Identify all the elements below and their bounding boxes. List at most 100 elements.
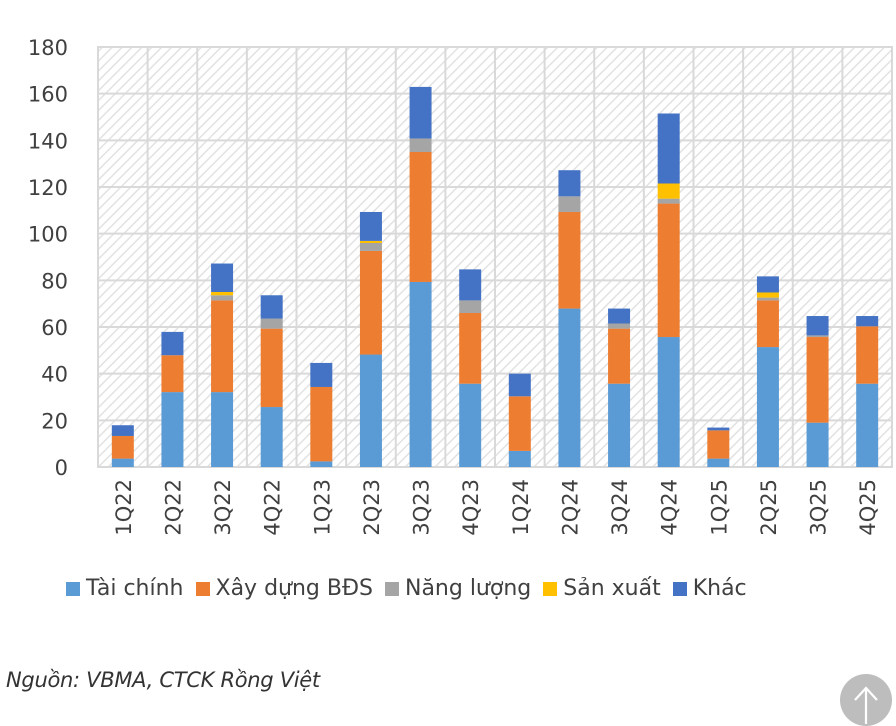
x-tick-label: 4Q22	[261, 479, 285, 536]
x-tick-label: 4Q24	[658, 479, 682, 536]
legend-swatch	[543, 581, 558, 596]
y-tick-label: 120	[28, 176, 68, 200]
bar-segment-4Q22-4	[260, 295, 283, 319]
bar-segment-2Q25-4	[756, 276, 779, 293]
bar-segment-2Q24-0	[558, 308, 581, 467]
bar-segment-4Q23-4	[459, 269, 482, 301]
y-tick-label: 80	[41, 269, 68, 293]
legend-swatch	[195, 581, 210, 596]
bar-segment-2Q24-2	[558, 196, 581, 212]
bar-segment-3Q22-3	[211, 292, 234, 296]
x-tick-label: 3Q22	[211, 479, 235, 536]
y-axis-ticks: 0 20 40 60 80 100 120 140 160 180	[28, 36, 68, 480]
bar-segment-4Q25-1	[856, 326, 879, 384]
bar-segment-2Q23-0	[359, 354, 382, 467]
bar-segment-3Q22-0	[211, 392, 234, 467]
arrow-up-icon	[854, 686, 878, 724]
bar-segment-3Q22-2	[211, 295, 234, 301]
bar-segment-3Q25-1	[806, 337, 829, 423]
bar-segment-1Q24-1	[508, 396, 531, 451]
bar-segment-4Q25-0	[856, 383, 879, 467]
bar-segment-2Q24-4	[558, 170, 581, 197]
legend-swatch	[66, 581, 80, 596]
bar-segment-3Q25-4	[806, 316, 829, 336]
bar-segment-4Q23-0	[459, 383, 482, 467]
bar-segment-4Q24-0	[657, 337, 680, 467]
bar-segment-4Q23-1	[459, 313, 482, 384]
bar-segment-3Q24-1	[608, 328, 631, 384]
bar-segment-3Q22-4	[211, 263, 234, 292]
bar-segment-1Q25-0	[707, 458, 730, 467]
bar-segment-3Q23-0	[409, 281, 432, 467]
x-tick-label: 1Q24	[509, 479, 533, 536]
bar-segment-2Q23-1	[359, 250, 382, 355]
bar-segment-4Q22-0	[260, 407, 283, 467]
bar-segment-2Q22-4	[161, 331, 184, 356]
scroll-to-top-button[interactable]	[840, 674, 892, 726]
y-tick-label: 20	[41, 409, 68, 433]
x-tick-label: 3Q23	[410, 479, 434, 536]
x-tick-label: 4Q25	[856, 479, 880, 536]
bar-segment-4Q24-3	[657, 183, 680, 199]
bar-segment-3Q25-0	[806, 422, 829, 467]
bar-segment-3Q24-0	[608, 383, 631, 467]
x-axis-ticks: 1Q22 2Q22 3Q22 4Q22 1Q23 2Q23 3Q23 4Q23 1Q24 2Q24…	[112, 479, 880, 536]
bar-segment-1Q24-4	[508, 373, 531, 397]
legend-label: Sản xuất	[563, 576, 661, 601]
bar-segment-4Q24-2	[657, 198, 680, 204]
legend-item: Xây dựng BĐS	[195, 576, 373, 601]
bar-segment-4Q22-1	[260, 328, 283, 408]
bar-segment-1Q22-4	[111, 425, 134, 436]
legend-swatch	[672, 581, 687, 596]
y-tick-label: 160	[28, 83, 68, 107]
bar-segment-2Q22-0	[161, 392, 184, 467]
bar-segment-3Q23-2	[409, 138, 432, 152]
x-tick-label: 2Q25	[757, 479, 781, 536]
bar-segment-3Q23-4	[409, 86, 432, 139]
x-tick-label: 2Q24	[558, 479, 582, 536]
bar-segment-1Q22-1	[111, 435, 134, 459]
x-tick-label: 3Q24	[608, 479, 632, 536]
bar-segment-1Q23-1	[310, 386, 333, 462]
legend-item: Năng lượng	[384, 576, 531, 601]
legend-swatch	[384, 581, 399, 596]
bar-segment-4Q23-2	[459, 300, 482, 313]
bar-segment-2Q23-2	[359, 243, 382, 251]
source-note: Nguồn: VBMA, CTCK Rồng Việt	[6, 668, 320, 692]
x-tick-label: 1Q22	[112, 479, 136, 536]
y-tick-label: 40	[41, 363, 68, 387]
stacked-bar-chart: 0 20 40 60 80 100 120 140 160 180 1Q22 2Q22 3Q22 4Q2…	[28, 36, 893, 536]
y-tick-label: 140	[28, 129, 68, 153]
bar-segment-4Q24-1	[657, 203, 680, 338]
legend-item: Khác	[672, 576, 747, 601]
bar-segment-4Q22-2	[260, 318, 283, 329]
bar-segment-4Q24-4	[657, 113, 680, 184]
bar-segment-1Q24-0	[508, 450, 531, 467]
y-tick-label: 180	[28, 36, 68, 60]
x-tick-label: 1Q23	[310, 479, 334, 536]
bar-segment-2Q25-3	[756, 292, 779, 298]
bars	[111, 86, 879, 467]
bar-segment-2Q22-1	[161, 355, 184, 393]
bar-segment-3Q24-4	[608, 308, 631, 324]
bar-segment-1Q25-1	[707, 430, 730, 459]
legend-label: Xây dựng BĐS	[215, 576, 373, 601]
bar-segment-2Q25-2	[756, 297, 779, 301]
x-tick-label: 4Q23	[459, 479, 483, 536]
x-tick-label: 1Q25	[707, 479, 731, 536]
bar-segment-1Q22-0	[111, 458, 134, 467]
x-tick-label: 2Q22	[161, 479, 185, 536]
bar-segment-1Q23-0	[310, 461, 333, 467]
legend-label: Tài chính	[86, 576, 184, 601]
bar-segment-2Q23-4	[359, 211, 382, 241]
bar-segment-4Q25-4	[856, 316, 879, 327]
y-tick-label: 0	[55, 456, 68, 480]
x-tick-label: 3Q25	[807, 479, 831, 536]
bar-segment-3Q25-2	[806, 335, 829, 338]
bar-segment-1Q25-4	[707, 427, 730, 431]
legend-item: Sản xuất	[543, 576, 661, 601]
bar-segment-2Q24-1	[558, 211, 581, 309]
y-tick-label: 100	[28, 223, 68, 247]
x-tick-label: 2Q23	[360, 479, 384, 536]
legend: Tài chính Xây dựng BĐS Năng lượng Sản xuất K…	[66, 576, 759, 601]
